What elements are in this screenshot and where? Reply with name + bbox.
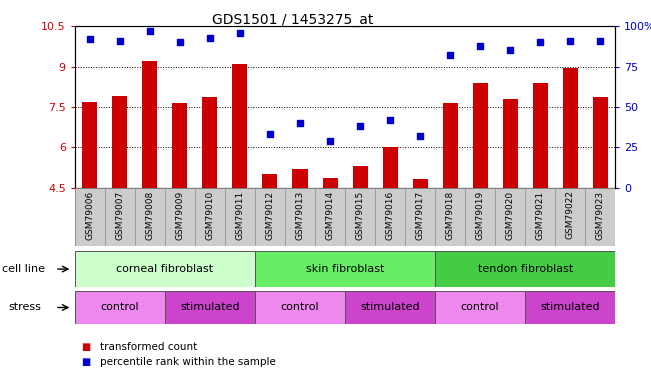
Text: transformed count: transformed count [100, 342, 197, 352]
Text: GSM79008: GSM79008 [145, 190, 154, 240]
Text: GSM79009: GSM79009 [175, 190, 184, 240]
Bar [345, 291, 435, 324]
Bar [83, 102, 98, 188]
Text: stimulated: stimulated [360, 303, 420, 312]
Point [115, 38, 125, 44]
Bar [533, 83, 547, 188]
Text: cell line: cell line [2, 264, 45, 274]
Text: control: control [281, 303, 319, 312]
Bar [113, 96, 128, 188]
Point [235, 30, 245, 36]
Bar [503, 99, 518, 188]
Point [385, 117, 395, 123]
Bar [202, 98, 217, 188]
Text: stress: stress [8, 303, 41, 312]
Point [445, 52, 455, 58]
Point [325, 138, 335, 144]
Text: GDS1501 / 1453275_at: GDS1501 / 1453275_at [212, 13, 374, 27]
Text: GSM79007: GSM79007 [115, 190, 124, 240]
Bar [443, 103, 458, 188]
Text: GSM79023: GSM79023 [596, 190, 605, 240]
Bar [592, 98, 607, 188]
Text: control: control [101, 303, 139, 312]
Text: GSM79019: GSM79019 [476, 190, 484, 240]
Bar [292, 169, 307, 188]
Text: GSM79018: GSM79018 [445, 190, 454, 240]
Point [565, 38, 575, 44]
Text: GSM79006: GSM79006 [85, 190, 94, 240]
Bar [143, 61, 158, 188]
Point [265, 131, 275, 137]
Point [595, 38, 605, 44]
Text: control: control [461, 303, 499, 312]
Text: GSM79021: GSM79021 [536, 190, 545, 240]
Text: corneal fibroblast: corneal fibroblast [117, 264, 214, 274]
Point [145, 28, 155, 34]
Bar [165, 291, 255, 324]
Point [85, 36, 95, 42]
Point [174, 39, 185, 45]
Bar [383, 147, 398, 188]
Text: GSM79013: GSM79013 [296, 190, 305, 240]
Text: skin fibroblast: skin fibroblast [306, 264, 384, 274]
Bar [322, 178, 337, 188]
Bar [75, 291, 165, 324]
Bar [75, 251, 255, 287]
Point [295, 120, 305, 126]
Text: GSM79010: GSM79010 [206, 190, 214, 240]
Text: stimulated: stimulated [180, 303, 240, 312]
Bar [255, 251, 435, 287]
Text: GSM79020: GSM79020 [506, 190, 515, 240]
Text: GSM79011: GSM79011 [236, 190, 245, 240]
Text: ■: ■ [81, 357, 90, 367]
Bar [262, 174, 277, 188]
Text: stimulated: stimulated [540, 303, 600, 312]
Point [535, 39, 546, 45]
Point [355, 123, 365, 129]
Bar [562, 68, 577, 188]
Text: GSM79017: GSM79017 [415, 190, 424, 240]
Bar [173, 103, 187, 188]
Bar [435, 291, 525, 324]
Bar [232, 64, 247, 188]
Point [415, 133, 425, 139]
Text: ■: ■ [81, 342, 90, 352]
Text: tendon fibroblast: tendon fibroblast [478, 264, 573, 274]
Point [475, 43, 485, 49]
Point [204, 34, 215, 40]
Bar [435, 251, 615, 287]
Point [505, 48, 516, 54]
Text: GSM79016: GSM79016 [385, 190, 395, 240]
Text: GSM79014: GSM79014 [326, 190, 335, 240]
Text: percentile rank within the sample: percentile rank within the sample [100, 357, 275, 367]
Bar [255, 291, 345, 324]
Bar [413, 180, 428, 188]
Bar [353, 166, 368, 188]
Bar [525, 291, 615, 324]
Text: GSM79022: GSM79022 [566, 190, 575, 239]
Text: GSM79012: GSM79012 [266, 190, 275, 240]
Bar [473, 83, 488, 188]
Text: GSM79015: GSM79015 [355, 190, 365, 240]
